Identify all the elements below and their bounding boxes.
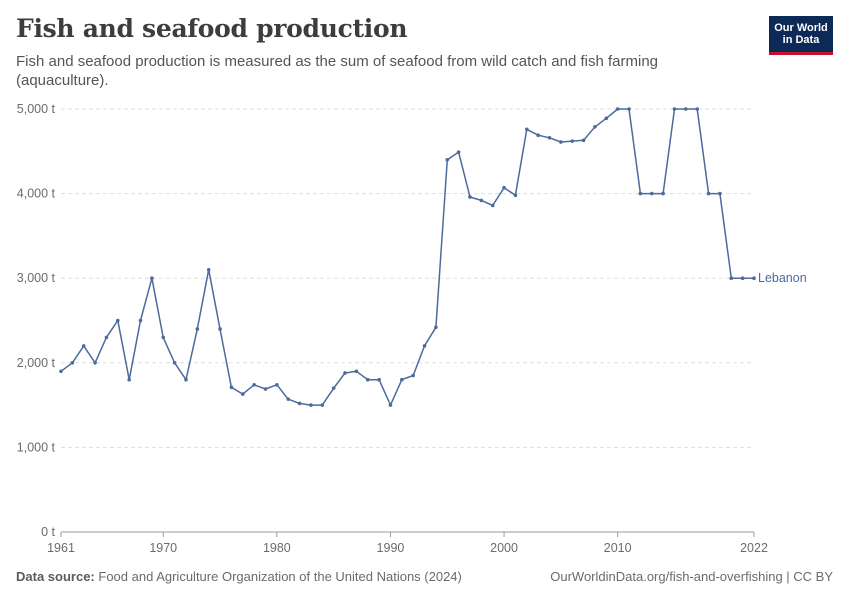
data-point	[104, 335, 109, 340]
data-point	[695, 107, 699, 111]
x-tick-label: 2022	[740, 541, 768, 555]
data-point	[263, 387, 268, 391]
data-point	[127, 377, 131, 382]
data-point	[229, 385, 234, 390]
data-point	[59, 369, 63, 374]
owid-logo[interactable]: Our World in Data	[769, 16, 833, 55]
series-label: Lebanon	[758, 271, 807, 285]
data-point	[195, 327, 200, 331]
chart-subtitle: Fish and seafood production is measured …	[16, 53, 659, 89]
data-point	[581, 138, 586, 143]
data-point	[365, 377, 370, 382]
data-point	[240, 392, 245, 396]
data-point	[649, 191, 654, 196]
data-point	[320, 403, 325, 407]
data-point	[661, 191, 665, 196]
y-axis-tick-labels: 0 t 1,000 t 2,000 t 3,000 t 4,000 t 5,000 t	[17, 102, 56, 539]
data-point	[524, 127, 529, 132]
data-point	[513, 193, 518, 198]
series-lines	[60, 108, 754, 406]
x-tick-label: 2000	[490, 541, 518, 555]
data-point	[422, 344, 427, 348]
data-source-text[interactable]: Food and Agriculture Organization of the…	[98, 569, 462, 584]
data-point	[411, 373, 415, 378]
data-point	[275, 382, 279, 387]
data-point	[593, 124, 597, 129]
data-point	[740, 276, 745, 281]
data-point	[343, 371, 347, 375]
data-point	[172, 361, 177, 365]
chart-title: Fish and seafood production	[16, 14, 408, 43]
data-point	[718, 191, 722, 196]
data-point	[252, 382, 256, 387]
data-point	[286, 397, 291, 401]
data-point	[752, 276, 756, 281]
data-point	[70, 361, 75, 365]
data-point	[615, 107, 620, 111]
data-point	[684, 107, 688, 111]
data-point	[354, 369, 359, 374]
data-point	[93, 361, 97, 365]
data-points	[59, 107, 756, 407]
data-point	[150, 276, 154, 281]
x-tick-label: 1980	[263, 541, 291, 555]
data-point	[206, 267, 211, 272]
data-point	[445, 157, 450, 162]
data-point	[218, 327, 222, 331]
x-tick-label: 1990	[377, 541, 405, 555]
data-point	[502, 185, 506, 190]
data-point	[400, 377, 404, 382]
data-point	[116, 318, 120, 323]
x-axis: 1961 1970 1980 1990 2000 2010 2022	[47, 531, 768, 555]
data-point	[138, 318, 143, 323]
data-point	[627, 107, 631, 111]
data-point	[456, 150, 461, 154]
x-tick-label: 2010	[604, 541, 632, 555]
y-tick-label: 3,000 t	[17, 271, 56, 285]
y-tick-label: 4,000 t	[17, 187, 56, 201]
data-point	[729, 276, 734, 281]
grid-lines	[61, 108, 754, 448]
data-point	[468, 195, 472, 199]
data-point	[638, 191, 643, 196]
y-tick-label: 2,000 t	[17, 356, 56, 370]
x-tick-label: 1970	[149, 541, 177, 555]
y-tick-label: 1,000 t	[17, 440, 56, 454]
y-tick-label: 5,000 t	[17, 102, 56, 116]
data-point	[434, 325, 438, 330]
data-point	[388, 403, 393, 407]
data-point	[377, 377, 381, 382]
logo-line-2: in Data	[782, 34, 820, 46]
logo-line-1: Our World	[774, 22, 828, 34]
data-point	[161, 335, 166, 340]
data-point	[479, 198, 484, 203]
data-point	[604, 116, 609, 121]
y-tick-label: 0 t	[41, 525, 55, 539]
data-source: Data source: Food and Agriculture Organi…	[16, 569, 462, 584]
data-point	[570, 139, 575, 143]
data-point	[547, 135, 552, 140]
series-line-lebanon	[60, 108, 754, 406]
data-point	[297, 401, 302, 406]
data-point	[184, 377, 188, 382]
data-point	[672, 107, 677, 111]
data-point	[559, 140, 563, 144]
data-point	[536, 133, 540, 138]
x-tick-label: 1961	[47, 541, 75, 555]
data-point	[706, 191, 711, 196]
data-point	[490, 203, 495, 208]
data-point	[309, 403, 313, 407]
data-source-label: Data source:	[16, 569, 95, 584]
series-labels: Lebanon	[758, 271, 807, 285]
footer-link[interactable]: OurWorldinData.org/fish-and-overfishing …	[550, 569, 833, 584]
data-point	[81, 344, 86, 348]
data-point	[331, 386, 336, 390]
